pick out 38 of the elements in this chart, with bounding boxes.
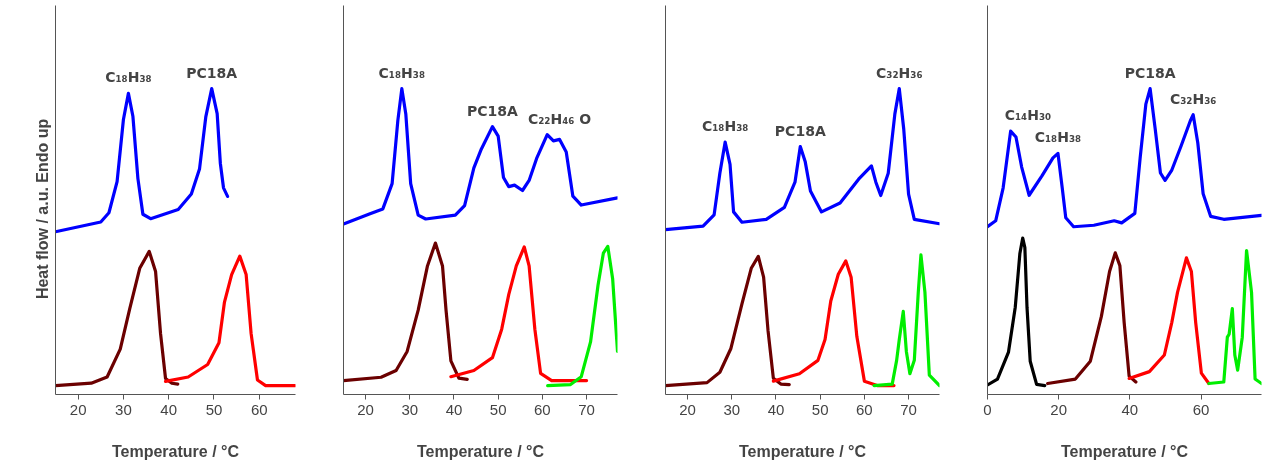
x-axis-title: Temperature / °C [1060, 442, 1189, 460]
x-tick-label: 40 [160, 400, 178, 418]
x-tick-label: 50 [811, 400, 829, 418]
annotation: C₂₂H₄₆ O [527, 110, 592, 127]
y-axis-title: Heat flow / a.u. Endo up [33, 118, 51, 300]
x-axis-title: Temperature / °C [416, 442, 545, 460]
x-tick-label: 20 [679, 400, 696, 418]
x-tick-label: 60 [250, 400, 268, 418]
x-tick-label: 30 [115, 400, 132, 418]
x-tick-label: 30 [401, 400, 419, 418]
x-tick-label: 20 [1050, 400, 1068, 418]
x-tick-label: 20 [69, 400, 87, 418]
annotation: C₁₈H₃₈ [701, 118, 749, 135]
annotation: C₃₂H₃₆ [876, 64, 923, 81]
annotation: C₁₈H₃₈ [1034, 129, 1082, 146]
x-tick-label: 30 [723, 400, 741, 418]
x-tick-label: 60 [534, 400, 551, 418]
x-tick-label: 40 [1121, 400, 1139, 418]
x-tick-label: 70 [578, 400, 595, 418]
x-tick-label: 0 [983, 400, 992, 418]
x-tick-label: 50 [489, 400, 507, 418]
x-tick-label: 60 [1192, 400, 1210, 418]
x-tick-label: 70 [900, 400, 917, 418]
annotation: PC18A [467, 102, 519, 119]
annotation: C₁₈H₃₈ [378, 64, 426, 81]
x-tick-label: 60 [856, 400, 873, 418]
annotation: PC18A [1124, 64, 1176, 81]
x-tick-label: 50 [205, 400, 223, 418]
x-axis-title: Temperature / °C [738, 442, 867, 460]
annotation: PC18A [186, 64, 238, 81]
annotation: C₁₄H₃₀ [1004, 107, 1052, 124]
annotation: C₃₂H₃₆ [1169, 90, 1217, 107]
x-tick-label: 20 [357, 400, 374, 418]
x-axis-title: Temperature / °C [111, 442, 240, 460]
annotation: C₁₈H₃₈ [105, 69, 152, 86]
x-tick-label: 40 [767, 400, 785, 418]
annotation: PC18A [774, 122, 826, 139]
x-tick-label: 40 [445, 400, 463, 418]
